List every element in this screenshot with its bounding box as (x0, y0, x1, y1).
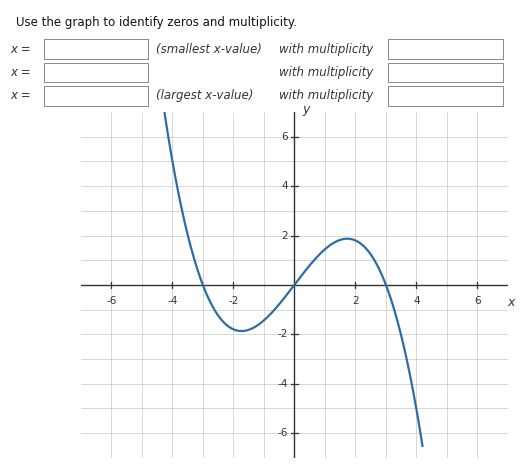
Text: Use the graph to identify zeros and multiplicity.: Use the graph to identify zeros and mult… (16, 16, 296, 29)
Text: 2: 2 (282, 231, 288, 241)
Text: 4: 4 (413, 296, 420, 306)
Text: (largest x-value): (largest x-value) (156, 89, 254, 102)
Text: -4: -4 (167, 296, 178, 306)
Text: 6: 6 (282, 132, 288, 142)
Text: -6: -6 (106, 296, 117, 306)
Text: x =: x = (10, 42, 31, 56)
Text: -2: -2 (278, 329, 288, 339)
Text: -4: -4 (278, 379, 288, 389)
Text: 4: 4 (282, 181, 288, 191)
Text: x =: x = (10, 89, 31, 102)
Text: x =: x = (10, 66, 31, 79)
Text: 2: 2 (352, 296, 359, 306)
Text: -6: -6 (278, 428, 288, 438)
Text: with multiplicity: with multiplicity (279, 42, 373, 56)
Text: y: y (302, 103, 309, 116)
Text: 6: 6 (474, 296, 481, 306)
Text: x: x (507, 296, 515, 309)
Text: with multiplicity: with multiplicity (279, 89, 373, 102)
Text: with multiplicity: with multiplicity (279, 66, 373, 79)
Text: (smallest x-value): (smallest x-value) (156, 42, 262, 56)
Text: -2: -2 (228, 296, 239, 306)
